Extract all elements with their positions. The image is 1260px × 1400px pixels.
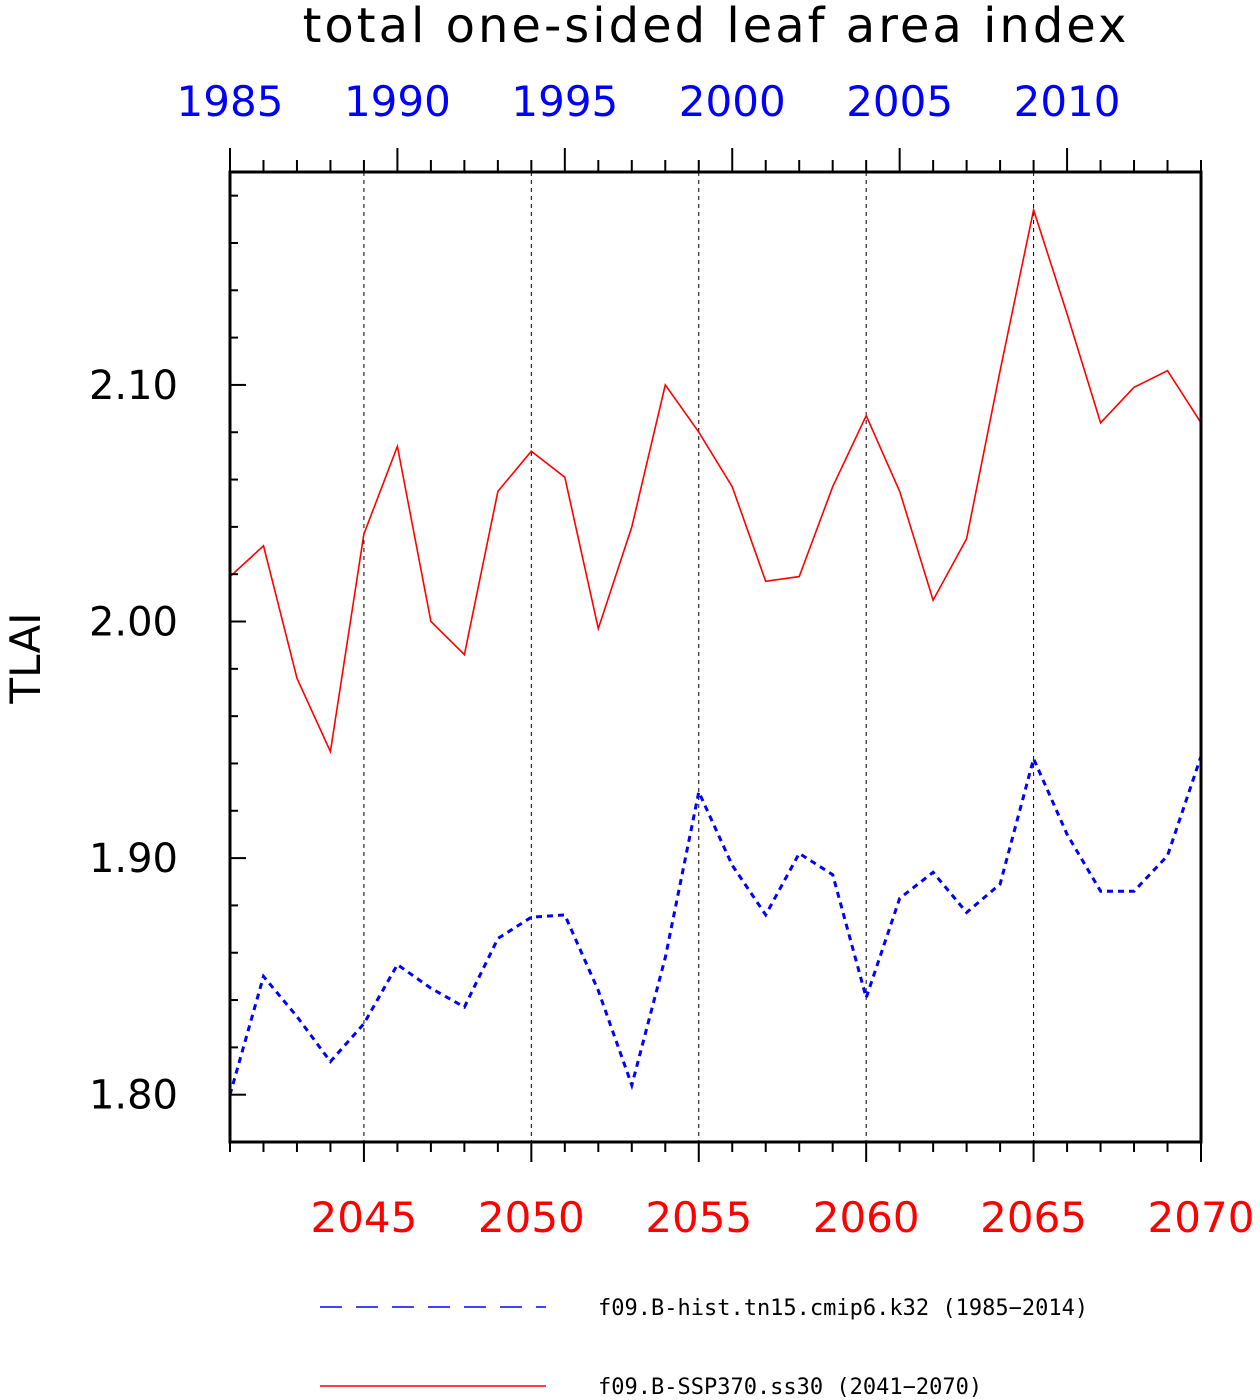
plot-frame — [228, 170, 1203, 1144]
x-bottom-tick-label: 2070 — [1148, 1193, 1255, 1242]
legend-label: f09.B-hist.tn15.cmip6.k32 (1985−2014) — [598, 1296, 1088, 1321]
axes: 1.80 1.90 2.00 2.10 2045 2050 2055 2060 2065 2070… — [89, 77, 1255, 1242]
x-top-tick-label: 1990 — [344, 77, 451, 126]
x-bottom-tick-label: 2045 — [310, 1193, 417, 1242]
x-top-tick-label: 2005 — [846, 77, 953, 126]
x-bottom-tick-label: 2065 — [980, 1193, 1087, 1242]
y-tick-label: 1.90 — [89, 836, 178, 882]
x-top-tick-label: 1995 — [511, 77, 618, 126]
series-line-historical — [228, 754, 1203, 1096]
y-tick-label: 1.80 — [89, 1073, 178, 1119]
x-bottom-tick-label: 2050 — [478, 1193, 585, 1242]
chart-title: total one-sided leaf area index — [303, 0, 1130, 54]
y-tick-label: 2.10 — [89, 363, 178, 409]
plot-lines — [228, 206, 1203, 1096]
y-axis-label: TLAI — [1, 612, 50, 704]
grid-lines — [363, 172, 1035, 1142]
series-line-ssp370 — [229, 206, 1202, 755]
x-top-tick-label: 1985 — [177, 77, 284, 126]
y-tick-label: 2.00 — [89, 600, 178, 646]
legend-label: f09.B-SSP370.ss30 (2041−2070) — [598, 1375, 982, 1400]
legend: f09.B-hist.tn15.cmip6.k32 (1985−2014) f09… — [320, 1296, 1088, 1400]
x-bottom-tick-label: 2060 — [813, 1193, 920, 1242]
x-top-tick-label: 2000 — [679, 77, 786, 126]
x-top-tick-label: 2010 — [1014, 77, 1121, 126]
x-bottom-tick-label: 2055 — [645, 1193, 752, 1242]
